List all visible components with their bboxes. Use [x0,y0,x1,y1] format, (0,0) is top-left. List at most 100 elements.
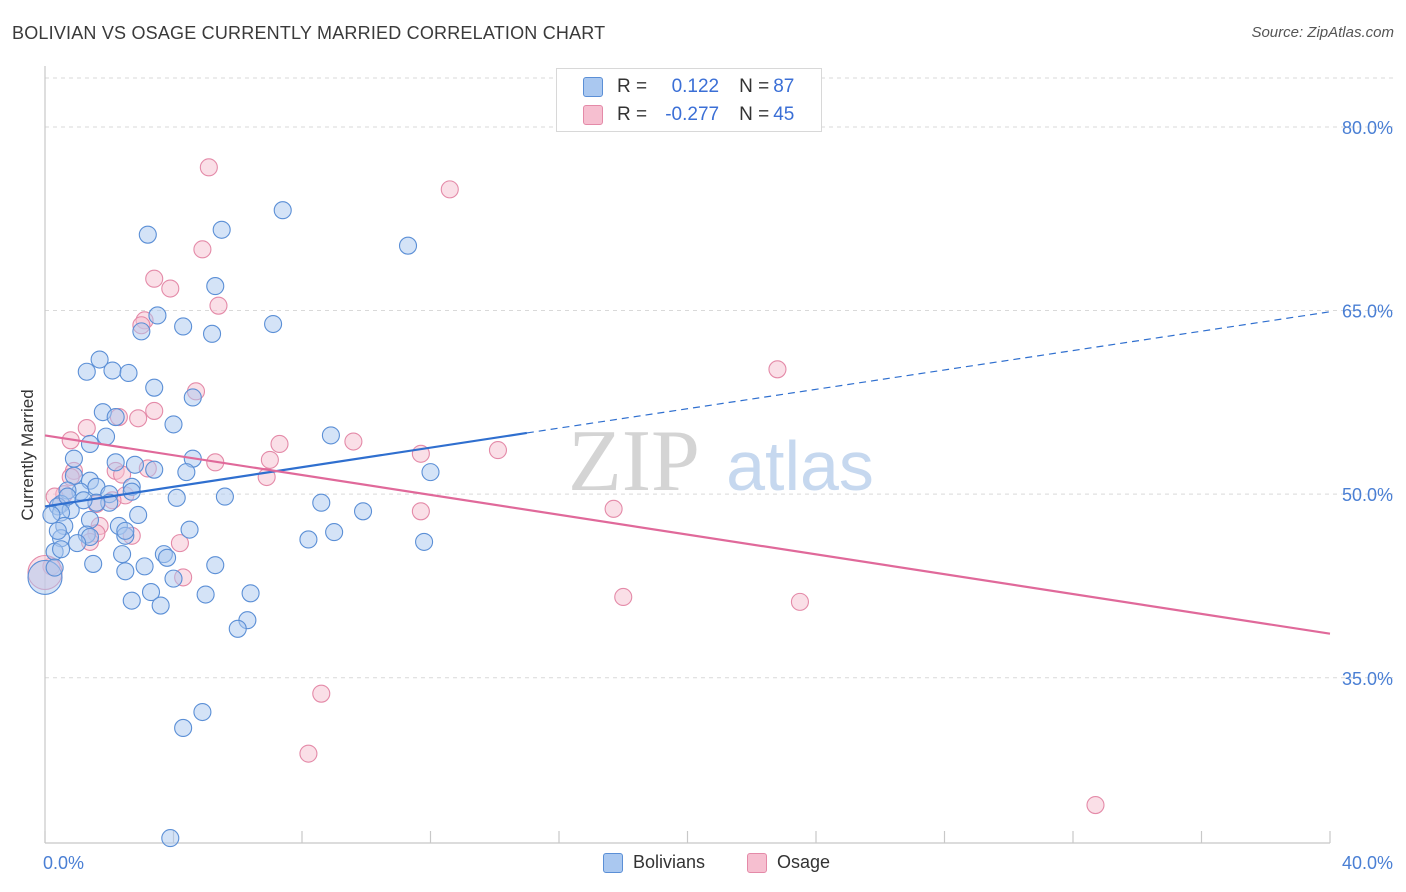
bolivian-point [138,225,157,244]
bolivian-point [90,350,109,369]
bolivian-point [48,521,67,540]
bolivian-point [228,619,247,638]
osage-point [1086,796,1105,815]
legend-row-osage: R = -0.277 N = 45 [557,101,794,129]
bolivian-point [80,510,100,529]
bolivian-point [325,523,344,542]
axes [44,66,1331,844]
x-tick-label: 40.0% [1342,853,1393,873]
osage-point [790,592,809,611]
bolivian-point [241,584,260,603]
bolivian-point [145,460,164,479]
bolivian-point [174,718,193,737]
legend-n-value: 45 [773,104,795,125]
y-tick-label: 50.0% [1342,485,1393,505]
bolivian-point [312,493,331,512]
y-tick-label: 65.0% [1342,302,1393,322]
bolivian-point [141,583,161,602]
bolivian-point [106,407,125,427]
bolivian-point [415,532,434,551]
bolivian-point [421,463,440,482]
bolivian-point [203,324,222,343]
bolivian-point [122,591,141,610]
watermark-zip: ZIP [568,413,700,510]
bolivian-point [68,534,87,553]
bolivian-point [177,463,196,482]
bolivian-point [119,363,138,383]
bottom-legend-label: Bolivians [633,852,706,872]
osage-point [488,441,508,460]
trend-lines [44,311,1331,635]
legend-r-value: 0.122 [671,76,720,97]
source-label: Source: ZipAtlas.com [1251,24,1394,41]
osage-point [260,450,279,469]
bottom-legend-osage: Osage [747,852,830,873]
bottom-swatch-pink [747,852,767,873]
bolivian-point [106,453,125,472]
watermark: ZIP atlas [568,413,874,510]
bolivian-point [132,322,151,341]
osage-point [411,502,430,521]
bolivian-point [180,520,199,539]
legend-r-value: -0.277 [665,104,720,125]
y-tick-label: 35.0% [1342,669,1393,689]
bolivian-point [299,530,318,549]
watermark-atlas: atlas [726,427,874,505]
bottom-swatch-blue [603,852,623,873]
bolivian-point [151,596,170,615]
bolivian-point [96,427,116,446]
osage-point [161,279,180,298]
osage-point [170,534,189,553]
bolivian-point [196,585,215,604]
osage-point [193,240,212,259]
osage-point [77,419,96,438]
bolivian-point [125,455,144,474]
bolivian-point [145,378,164,397]
bolivian-point [353,502,373,521]
bolivian-point [45,558,64,577]
legend-n-label: N = [739,104,770,125]
bolivian-point [158,548,177,567]
osage-point [344,432,363,451]
legend-n-value: 87 [773,76,795,97]
legend-row-bolivians: R = 0.122 N = 87 [557,73,794,101]
bolivian-point [84,554,103,573]
bolivian-point [398,236,418,255]
bolivian-point [135,557,154,576]
legend-r-label: R = [617,76,648,97]
bolivian-point [116,521,135,540]
bolivian-point [215,487,234,506]
bolivian-point [52,540,71,559]
osage-point [614,587,633,607]
osage-point [604,499,623,518]
osage-trend-line [44,434,1331,635]
bolivian-point [206,556,225,575]
bolivian-point [129,505,148,525]
bolivian-point [264,314,283,334]
osage-points [27,158,1105,815]
legend-r-label: R = [617,104,648,125]
y-axis-label: Currently Married [18,389,37,521]
bolivian-point [161,829,180,848]
osage-point [299,744,318,763]
y-tick-label: 80.0% [1342,118,1393,138]
osage-point [145,401,164,420]
bolivian-point [212,220,231,239]
bottom-legend-bolivians: Bolivians [603,852,705,873]
bolivian-point [167,488,186,507]
bolivian-points [27,201,440,848]
bolivian-point [103,361,122,380]
osage-point [768,360,787,379]
osage-point [199,158,218,177]
bolivian-point [183,388,202,407]
bolivian-trend-extension [526,311,1331,434]
bolivian-point [116,562,135,581]
legend-n-label: N = [739,76,770,97]
tick-labels: 35.0% 50.0% 65.0% 80.0% 0.0% 40.0% [43,118,1393,873]
osage-point [209,296,228,315]
legend-swatch-blue [583,77,603,97]
bolivian-point [148,306,167,325]
osage-point [129,409,148,428]
bolivian-point [193,702,212,722]
bolivian-point [206,277,225,296]
